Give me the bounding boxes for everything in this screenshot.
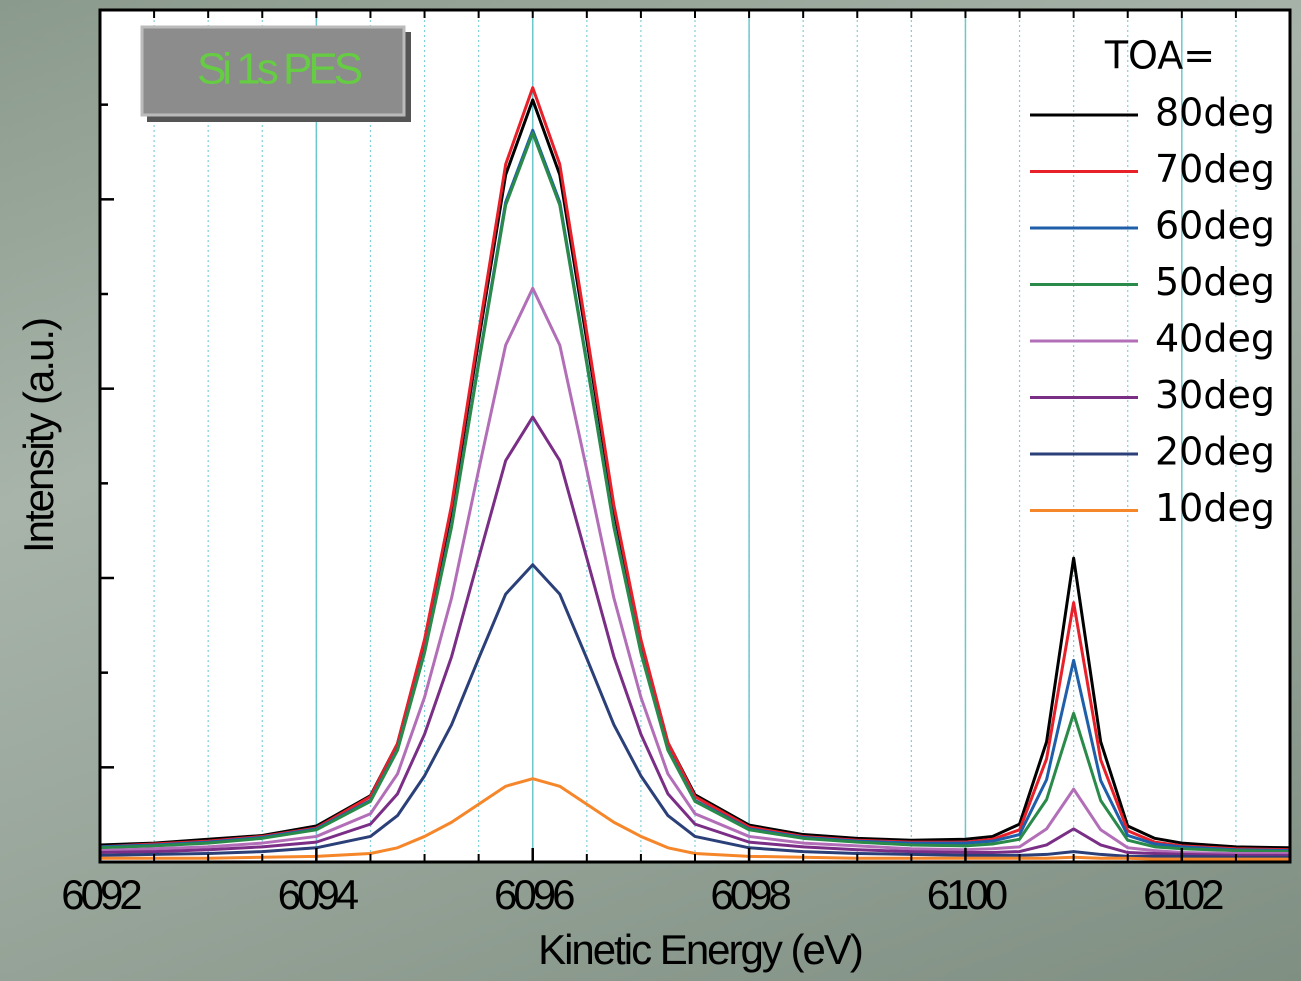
x-tick-label: 6102 xyxy=(1143,871,1223,918)
legend-label: 80deg xyxy=(1155,91,1275,135)
y-axis-label: Intensity (a.u.) xyxy=(15,319,62,553)
x-tick-label: 6098 xyxy=(710,871,790,918)
legend-label: 40deg xyxy=(1155,317,1275,361)
legend-label: 70deg xyxy=(1155,147,1275,191)
legend-label: 10deg xyxy=(1155,486,1275,530)
series-lines xyxy=(99,86,1291,861)
chart-title: Si 1s PES xyxy=(197,45,362,94)
x-tick-label: 6100 xyxy=(927,871,1007,918)
x-tick-label: 6092 xyxy=(61,871,141,918)
series-line xyxy=(99,563,1290,859)
x-tick-label: 6096 xyxy=(494,871,574,918)
title-box: Si 1s PES xyxy=(140,25,411,122)
series-line xyxy=(99,86,1291,852)
x-axis-label: Kinetic Energy (eV) xyxy=(538,926,862,973)
legend-label: 30deg xyxy=(1155,373,1275,417)
series-line xyxy=(99,286,1290,855)
legend-title: TOA= xyxy=(1104,34,1215,78)
legend-label: 60deg xyxy=(1155,204,1275,248)
series-line xyxy=(99,415,1290,857)
legend-label: 20deg xyxy=(1155,430,1275,474)
legend-label: 50deg xyxy=(1155,260,1275,304)
series-line xyxy=(100,777,1290,861)
x-tick-label: 6094 xyxy=(278,871,359,918)
title-box-face xyxy=(140,25,406,117)
series-line xyxy=(99,131,1291,854)
